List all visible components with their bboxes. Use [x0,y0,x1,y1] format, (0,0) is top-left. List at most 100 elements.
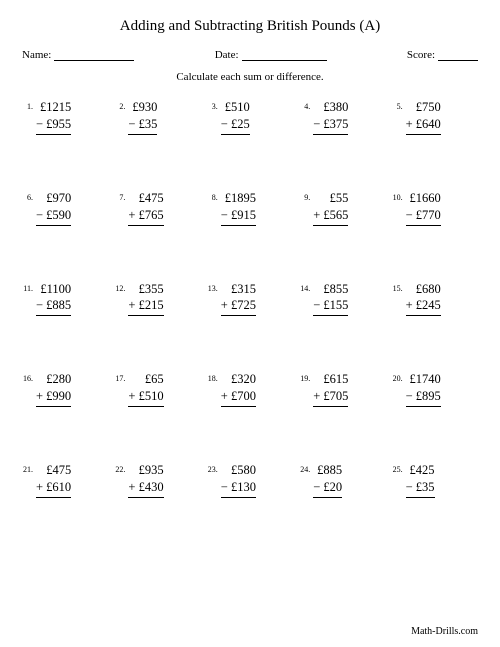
operand-bottom: + £705 [313,388,348,407]
problem: 23. £580− £130 [207,462,293,498]
problem-number: 2. [114,102,125,111]
problem-number: 1. [22,102,33,111]
problem: 17. £65+ £510 [114,371,200,407]
operand-top: £930 [128,99,157,116]
operand-top: £510 [221,99,250,116]
operand-bottom: − £955 [36,116,71,135]
problem-body: £55+ £565 [313,190,348,226]
operand-top: £315 [221,281,256,298]
problem: 7. £475+ £765 [114,190,200,226]
operand-bottom: − £895 [406,388,441,407]
operand-top: £1100 [36,281,71,298]
problem-number: 25. [392,465,403,474]
problem-body: £1740− £895 [406,371,441,407]
date-field: Date: [215,49,327,61]
problem-number: 9. [299,193,310,202]
date-label: Date: [215,49,239,61]
header-row: Name: Date: Score: [22,49,478,61]
operand-bottom: − £155 [313,297,348,316]
operand-bottom: − £375 [313,116,348,135]
problem-body: £1660− £770 [406,190,441,226]
problem-body: £970− £590 [36,190,71,226]
problem-number: 17. [114,374,125,383]
name-label: Name: [22,49,51,61]
problem-body: £65+ £510 [128,371,163,407]
problem: 5. £750+ £640 [392,99,478,135]
problem-number: 24. [299,465,310,474]
problem-body: £380− £375 [313,99,348,135]
date-line [242,50,327,61]
operand-bottom: + £430 [128,479,163,498]
operand-bottom: − £590 [36,207,71,226]
operand-top: £1895 [221,190,256,207]
operand-bottom: − £885 [36,297,71,316]
operand-bottom: + £610 [36,479,71,498]
problem-body: £935+ £430 [128,462,163,498]
problem-number: 3. [207,102,218,111]
problem-body: £1215− £955 [36,99,71,135]
operand-bottom: + £245 [406,297,441,316]
problem-number: 18. [207,374,218,383]
problem-number: 16. [22,374,33,383]
page-title: Adding and Subtracting British Pounds (A… [22,18,478,35]
operand-bottom: − £35 [406,479,435,498]
operand-top: £970 [36,190,71,207]
problem: 12. £355+ £215 [114,281,200,317]
problem-body: £475+ £765 [128,190,163,226]
operand-top: £280 [36,371,71,388]
problem-body: £425− £35 [406,462,435,498]
problem: 11. £1100− £885 [22,281,108,317]
problem-number: 23. [207,465,218,474]
problem-body: £1100− £885 [36,281,71,317]
operand-top: £580 [221,462,256,479]
operand-top: £320 [221,371,256,388]
operand-top: £1740 [406,371,441,388]
problem-number: 4. [299,102,310,111]
operand-top: £855 [313,281,348,298]
operand-top: £425 [406,462,435,479]
operand-top: £1660 [406,190,441,207]
operand-bottom: − £35 [128,116,157,135]
problem: 16. £280+ £990 [22,371,108,407]
problem-body: £885− £20 [313,462,342,498]
problem: 1. £1215− £955 [22,99,108,135]
problem-number: 19. [299,374,310,383]
problems-grid: 1. £1215− £9552. £930− £353. £510− £254.… [22,99,478,498]
problem-number: 20. [392,374,403,383]
problem-body: £580− £130 [221,462,256,498]
problem-number: 10. [392,193,403,202]
problem-number: 6. [22,193,33,202]
problem: 3. £510− £25 [207,99,293,135]
problem: 14. £855− £155 [299,281,385,317]
problem-number: 11. [22,284,33,293]
operand-top: £680 [406,281,441,298]
score-label: Score: [407,49,435,61]
operand-top: £475 [128,190,163,207]
problem: 4. £380− £375 [299,99,385,135]
problem-number: 5. [392,102,403,111]
problem-body: £280+ £990 [36,371,71,407]
problem-body: £1895− £915 [221,190,256,226]
problem: 2. £930− £35 [114,99,200,135]
problem: 8. £1895− £915 [207,190,293,226]
problem-body: £750+ £640 [406,99,441,135]
operand-top: £65 [128,371,163,388]
problem: 19. £615+ £705 [299,371,385,407]
instruction-text: Calculate each sum or difference. [22,71,478,83]
operand-bottom: − £20 [313,479,342,498]
operand-top: £615 [313,371,348,388]
problem-number: 13. [207,284,218,293]
problem-body: £355+ £215 [128,281,163,317]
name-field: Name: [22,49,134,61]
operand-bottom: + £510 [128,388,163,407]
score-field: Score: [407,49,478,61]
problem-number: 8. [207,193,218,202]
operand-top: £55 [313,190,348,207]
operand-bottom: + £565 [313,207,348,226]
problem-body: £930− £35 [128,99,157,135]
problem: 9. £55+ £565 [299,190,385,226]
problem-body: £315+ £725 [221,281,256,317]
problem-body: £475+ £610 [36,462,71,498]
problem: 24. £885− £20 [299,462,385,498]
operand-bottom: − £770 [406,207,441,226]
